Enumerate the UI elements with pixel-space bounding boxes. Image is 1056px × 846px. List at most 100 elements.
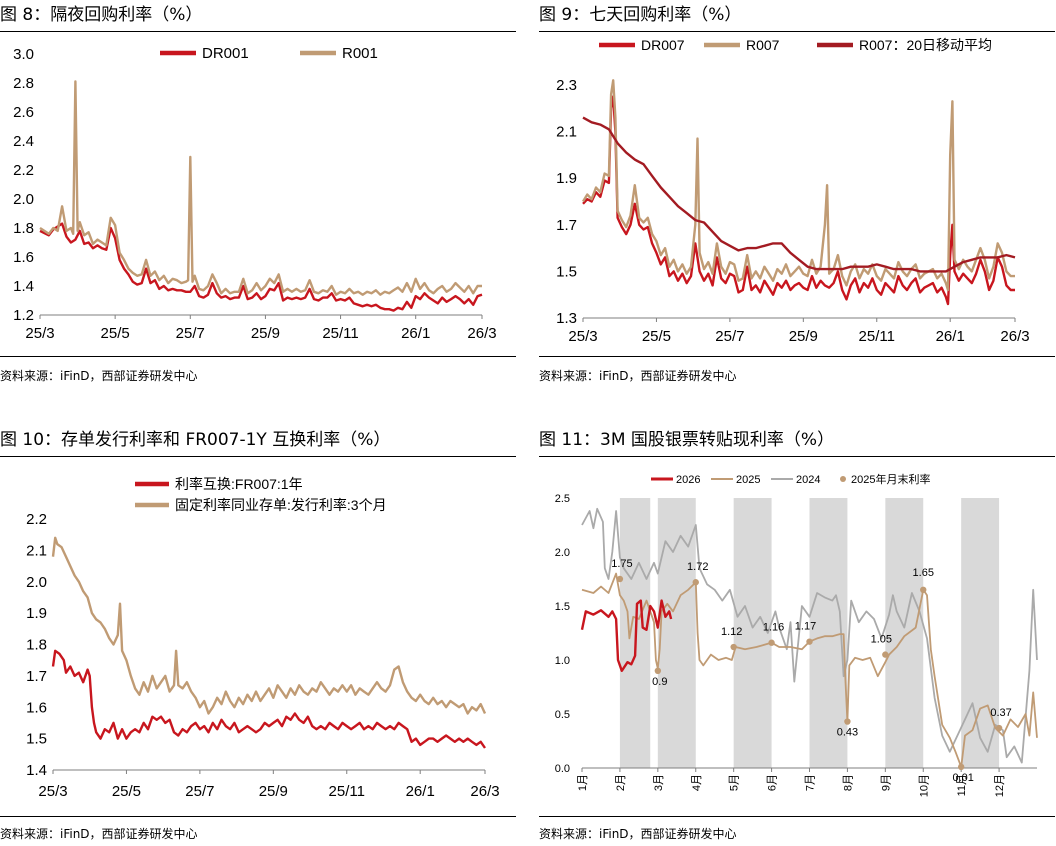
month-end-marker (806, 638, 813, 645)
title-rule (539, 456, 1055, 457)
title-rule (0, 456, 516, 457)
series-line-2 (581, 79, 1015, 292)
x-tick-label: 9月 (880, 774, 892, 791)
series-line-2026 (580, 599, 673, 672)
y-tick-label: 2.6 (13, 104, 34, 121)
month-end-marker (995, 724, 1003, 732)
y-tick-label: 1.7 (556, 217, 577, 234)
data-label: 1.72 (687, 561, 708, 573)
chart-title: 图 10：存单发行利率和 FR007-1Y 互换利率（%） (0, 430, 391, 450)
x-tick-label: 1月 (577, 774, 589, 791)
y-tick-label: 2.5 (555, 493, 570, 505)
x-tick-label: 2月 (615, 774, 627, 791)
series-line-2 (51, 536, 487, 715)
chart-title: 图 9：七天回购利率（%） (539, 5, 742, 25)
legend-label: 2026 (676, 474, 700, 486)
x-tick-label: 26/3 (470, 783, 499, 800)
legend-label: 2024 (796, 474, 820, 486)
y-tick-label: 1.8 (26, 637, 47, 654)
overnight-repo-chart: 3.0 2.8 2.6 2.4 2.2 2.0 1.8 1.6 1.4 1.225/3 25/5 25… (13, 45, 496, 342)
y-tick-label: 1.5 (556, 263, 577, 280)
data-label: 1.12 (721, 626, 742, 638)
seven-day-repo-chart: 2.3 2.1 1.9 1.7 1.5 1.325/3 25/5 25/7 25/9 25/11 2… (556, 37, 1029, 345)
shaded-month-band (733, 498, 772, 768)
y-tick-label: 1.0 (555, 655, 570, 667)
x-tick-label: 26/1 (401, 325, 430, 342)
y-tick-label: 2.2 (13, 162, 34, 179)
month-end-marker (730, 643, 737, 651)
month-end-marker (616, 575, 624, 583)
x-tick-label: 25/3 (568, 328, 597, 345)
chart-source: 资料来源：iFinD，西部证券研发中心 (0, 827, 198, 841)
x-tick-label: 25/5 (642, 328, 671, 345)
month-end-marker (957, 763, 965, 771)
chart-title: 图 8：隔夜回购利率（%） (0, 5, 203, 25)
data-label: 1.17 (795, 621, 816, 633)
y-tick-label: 1.3 (556, 310, 577, 327)
x-tick-label: 25/9 (251, 325, 280, 342)
title-rule (0, 31, 516, 32)
legend-label: DR007 (641, 37, 685, 53)
legend-label: DR001 (202, 45, 249, 62)
legend-label: 2025 (736, 474, 760, 486)
y-tick-label: 1.5 (555, 601, 570, 613)
x-tick-label: 25/7 (185, 783, 214, 800)
legend-label: 2025年月末利率 (851, 472, 930, 486)
x-tick-label: 12月 (994, 774, 1006, 797)
series-line-3 (582, 116, 1016, 273)
source-rule (0, 356, 516, 357)
chart-source: 资料来源：iFinD，西部证券研发中心 (539, 827, 737, 841)
legend-label: 利率互换:FR007:1年 (175, 476, 303, 492)
y-tick-label: 1.4 (26, 762, 47, 779)
series-line-1 (582, 95, 1015, 306)
x-tick-label: 26/1 (406, 783, 435, 800)
x-tick-label: 26/1 (936, 328, 965, 345)
data-label: 0.9 (652, 676, 667, 688)
y-tick-label: 3.0 (13, 46, 34, 63)
x-tick-label: 6月 (767, 774, 779, 791)
x-tick-label: 25/7 (176, 325, 205, 342)
data-label: 1.75 (611, 558, 632, 570)
shaded-month-band (885, 498, 924, 768)
y-tick-label: 1.4 (13, 278, 34, 295)
x-tick-label: 11月 (956, 774, 968, 796)
y-tick-label: 2.1 (26, 542, 47, 559)
source-rule (539, 816, 1055, 817)
chart-panel-8: 图 8：隔夜回购利率（%） 3.0 2.8 2.6 2.4 2.2 2.0 1.8 1.6 1.… (0, 0, 516, 400)
x-tick-label: 25/3 (25, 325, 54, 342)
x-tick-label: 26/3 (467, 325, 496, 342)
source-rule (0, 816, 516, 817)
x-tick-label: 25/7 (715, 328, 744, 345)
series-line-2 (39, 80, 482, 296)
bill-rediscount-rate-chart: 2.5 2.0 1.5 1.0 0.5 0.0 1月 2月 3月 4月 5月 6月 7月 8月 9月 10月 1… (555, 472, 1038, 797)
chart-source: 资料来源：iFinD，西部证券研发中心 (0, 369, 198, 383)
series-line-1 (39, 222, 483, 312)
title-rule (539, 31, 1055, 32)
x-tick-label: 25/11 (859, 328, 895, 345)
y-tick-label: 1.8 (13, 220, 34, 237)
series-line-2024 (581, 507, 1038, 764)
y-tick-label: 1.7 (26, 668, 47, 685)
x-tick-label: 3月 (653, 774, 665, 791)
x-tick-label: 25/5 (112, 783, 141, 800)
y-tick-label: 0.0 (555, 763, 570, 775)
y-tick-label: 2.1 (556, 124, 577, 141)
y-tick-label: 1.6 (26, 699, 47, 716)
y-tick-label: 2.0 (26, 574, 47, 591)
month-end-marker (920, 586, 927, 593)
data-label: 1.05 (871, 634, 892, 646)
y-tick-label: 1.2 (13, 307, 34, 324)
data-label: 0.43 (837, 727, 858, 739)
x-tick-label: 25/9 (789, 328, 818, 345)
x-tick-label: 7月 (805, 774, 817, 791)
y-tick-label: 2.0 (13, 191, 34, 208)
y-tick-label: 2.0 (555, 547, 570, 559)
x-tick-label: 25/11 (329, 783, 365, 800)
y-tick-label: 2.2 (26, 511, 47, 528)
chart-panel-9: 图 9：七天回购利率（%） 2.3 2.1 1.9 1.7 1.5 1.3 25/3 25/5… (539, 0, 1055, 400)
legend-label: R007 (746, 37, 780, 53)
y-tick-label: 0.5 (555, 709, 570, 721)
legend-label: R007：20日移动平均 (859, 37, 992, 53)
series-line-1 (51, 649, 486, 749)
data-label: 0.01 (952, 772, 973, 784)
